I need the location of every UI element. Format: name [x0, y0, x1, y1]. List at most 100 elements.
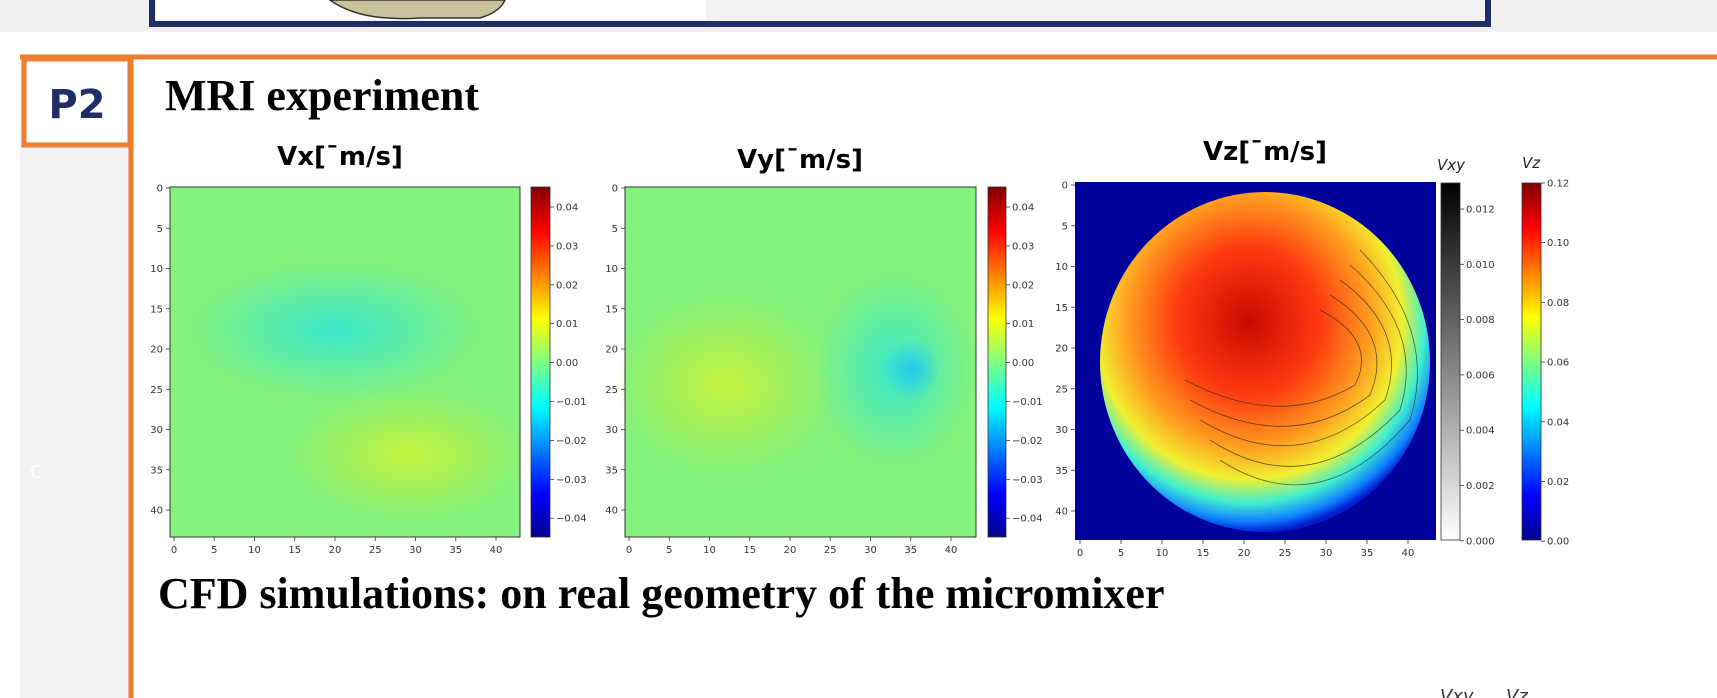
x-tick-label: 5 [211, 545, 217, 556]
y-tick-label: 30 [150, 425, 163, 436]
colorbar-tick-label: 0.01 [556, 319, 578, 330]
y-tick-label: 35 [150, 465, 163, 476]
y-tick-label: 25 [605, 385, 618, 396]
vz-colorbar [1521, 182, 1542, 541]
y-tick-label: 0 [612, 184, 618, 195]
y-tick-label: 20 [605, 345, 618, 356]
y-tick-label: 0 [157, 184, 163, 195]
colorbar-tick-label: 0.02 [556, 280, 578, 291]
y-tick-label: 10 [1055, 262, 1068, 273]
x-tick-label: 30 [1320, 548, 1333, 559]
y-tick-label: 0 [1062, 181, 1068, 192]
y-tick-label: 5 [1062, 221, 1068, 232]
colorbar-tick-label: 0.00 [556, 358, 578, 369]
section-box [21, 56, 133, 148]
x-tick-label: 25 [824, 545, 837, 556]
bottom-label: Vz [1506, 686, 1528, 698]
colorbar-tick-label: 0.000 [1466, 536, 1495, 547]
x-tick-label: 25 [1279, 548, 1292, 559]
colorbar-label: Vxy [1437, 156, 1466, 174]
y-tick-label: 40 [1055, 507, 1068, 518]
sketch [328, 0, 506, 20]
colorbar-tick-label: 0.008 [1466, 315, 1495, 326]
x-tick-label: 20 [329, 545, 342, 556]
y-tick-label: 30 [1055, 425, 1068, 436]
x-tick-label: 20 [1238, 548, 1251, 559]
colorbar-tick-label: −0.02 [1012, 436, 1043, 447]
y-tick-label: 40 [605, 506, 618, 517]
x-tick-label: 40 [490, 545, 503, 556]
colorbar-tick-label: −0.03 [556, 475, 587, 486]
colorbar-tick-label: 0.00 [1547, 537, 1569, 548]
section-label: P2 [48, 82, 105, 128]
panel-title: Vy[¯m/s] [737, 145, 863, 175]
y-tick-label: 15 [605, 304, 618, 315]
x-tick-label: 25 [369, 545, 382, 556]
x-tick-label: 10 [248, 545, 261, 556]
colorbar-tick-label: 0.03 [556, 241, 578, 252]
x-tick-label: 30 [864, 545, 877, 556]
y-tick-label: 25 [150, 385, 163, 396]
x-tick-label: 40 [945, 545, 958, 556]
y-tick-label: 10 [605, 264, 618, 275]
x-tick-label: 0 [1077, 548, 1083, 559]
colorbar-tick-label: −0.03 [1012, 475, 1043, 486]
y-tick-label: 35 [1055, 466, 1068, 477]
side-letter: C [30, 462, 43, 483]
colorbar-tick-label: 0.006 [1466, 370, 1495, 381]
y-tick-label: 25 [1055, 384, 1068, 395]
y-tick-label: 40 [150, 506, 163, 517]
colorbar-tick-label: 0.08 [1547, 298, 1569, 309]
colorbar-tick-label: 0.12 [1547, 179, 1569, 190]
y-tick-label: 20 [150, 345, 163, 356]
colorbar-tick-label: 0.004 [1466, 426, 1495, 437]
y-tick-label: 5 [612, 224, 618, 235]
colorbar-tick-label: 0.06 [1547, 358, 1569, 369]
x-tick-label: 10 [1156, 548, 1169, 559]
bottom-label: Vxy [1440, 686, 1474, 698]
x-tick-label: 15 [743, 545, 756, 556]
colorbar-label: Vz [1522, 154, 1541, 172]
vx-heatmap [169, 186, 530, 538]
colorbar-tick-label: 0.002 [1466, 481, 1495, 492]
colorbar-tick-label: 0.04 [1012, 203, 1034, 214]
x-tick-label: 10 [703, 545, 716, 556]
y-tick-label: 15 [1055, 303, 1068, 314]
colorbar-tick-label: 0.03 [1012, 241, 1034, 252]
y-tick-label: 15 [150, 304, 163, 315]
y-tick-label: 20 [1055, 344, 1068, 355]
colorbar-tick-label: 0.02 [1547, 477, 1569, 488]
x-tick-label: 35 [449, 545, 462, 556]
colorbar-tick-label: −0.02 [556, 436, 587, 447]
x-tick-label: 35 [904, 545, 917, 556]
colorbar-tick-label: −0.04 [1012, 514, 1043, 525]
vx-colorbar [530, 186, 551, 538]
colorbar-tick-label: −0.01 [556, 397, 587, 408]
colorbar-tick-label: 0.10 [1547, 238, 1569, 249]
colorbar-tick-label: 0.04 [1547, 417, 1569, 428]
colorbar-tick-label: −0.04 [556, 514, 587, 525]
colorbar-tick-label: 0.04 [556, 203, 578, 214]
x-tick-label: 20 [784, 545, 797, 556]
x-tick-label: 40 [1402, 548, 1415, 559]
x-tick-label: 30 [409, 545, 422, 556]
x-tick-label: 35 [1361, 548, 1374, 559]
colorbar-tick-label: 0.01 [1012, 319, 1034, 330]
colorbar-tick-label: 0.00 [1012, 358, 1034, 369]
vz-heatmap [1075, 182, 1436, 540]
x-tick-label: 15 [1197, 548, 1210, 559]
vy-heatmap [615, 186, 977, 538]
mri-heading: MRI experiment [165, 71, 479, 120]
y-tick-label: 10 [150, 264, 163, 275]
vxy-colorbar [1440, 182, 1461, 541]
x-tick-label: 15 [288, 545, 301, 556]
y-tick-label: 5 [157, 224, 163, 235]
x-tick-label: 0 [171, 545, 177, 556]
colorbar-tick-label: 0.012 [1466, 205, 1495, 216]
x-tick-label: 5 [666, 545, 672, 556]
y-tick-label: 35 [605, 465, 618, 476]
cfd-heading: CFD simulations: on real geometry of the… [158, 569, 1164, 618]
panel-title: Vx[¯m/s] [277, 142, 403, 172]
